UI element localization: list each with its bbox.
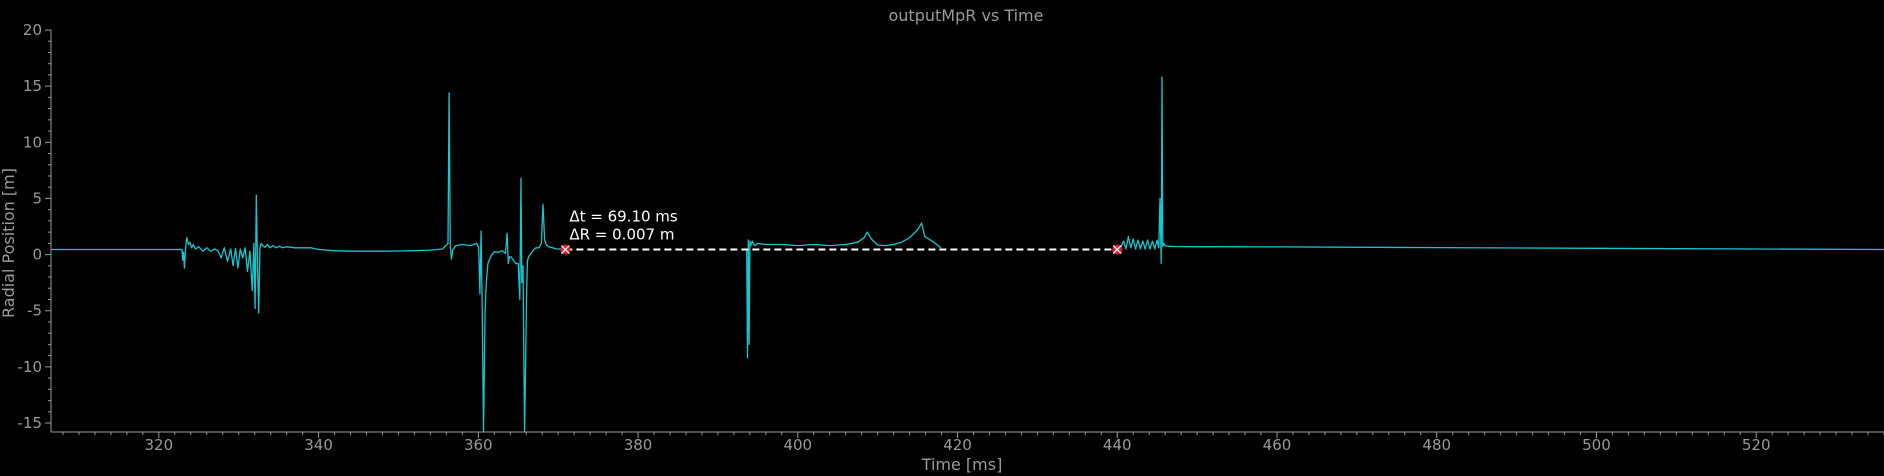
series-line-1 <box>746 222 942 359</box>
y-tick-label: 10 <box>23 133 42 151</box>
series-line-0 <box>51 92 567 433</box>
y-tick-label: -10 <box>18 358 43 376</box>
x-axis-label: Time [ms] <box>921 455 1003 474</box>
y-tick-label: -15 <box>18 414 43 432</box>
y-tick-label: 0 <box>32 246 42 264</box>
x-tick-label: 480 <box>1422 436 1451 454</box>
y-tick-label: 15 <box>23 77 42 95</box>
x-tick-label: 400 <box>783 436 812 454</box>
measurement-annotation-0: Δt = 69.10 ms <box>569 208 678 226</box>
x-tick-label: 520 <box>1742 436 1771 454</box>
y-tick-label: -5 <box>27 302 42 320</box>
chart-title: outputMpR vs Time <box>889 6 1044 25</box>
x-tick-label: 320 <box>145 436 174 454</box>
y-tick-label: 5 <box>32 189 42 207</box>
x-tick-label: 460 <box>1263 436 1292 454</box>
x-tick-label: 440 <box>1103 436 1132 454</box>
measurement-marker-end-cross <box>1112 245 1122 254</box>
x-tick-label: 340 <box>304 436 333 454</box>
x-tick-label: 420 <box>943 436 972 454</box>
measurement-annotation-1: ΔR = 0.007 m <box>569 226 674 244</box>
axes-layer: -15 -10 -5 0 5 10 15 20 320 340 360 380 400 420 440 460… <box>18 21 1884 454</box>
y-tick-label: 20 <box>23 21 42 39</box>
x-tick-label: 500 <box>1582 436 1611 454</box>
series-layer <box>51 76 1884 433</box>
measurement-marker-start-cross <box>560 245 570 254</box>
y-axis-label: Radial Position [m] <box>0 168 18 318</box>
x-tick-label: 360 <box>464 436 493 454</box>
x-tick-label: 380 <box>624 436 653 454</box>
series-line-2 <box>1119 76 1884 265</box>
